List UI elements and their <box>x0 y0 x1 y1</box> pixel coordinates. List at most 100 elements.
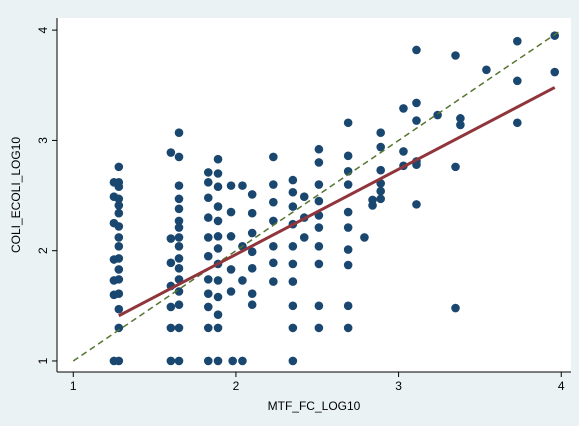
point <box>203 323 213 333</box>
point <box>288 202 298 211</box>
point <box>203 302 213 312</box>
point <box>288 301 298 311</box>
point <box>269 277 278 286</box>
point <box>343 180 353 189</box>
point <box>343 245 353 254</box>
point <box>376 142 385 152</box>
point <box>399 147 408 156</box>
point <box>166 302 176 312</box>
point <box>269 241 278 251</box>
point <box>314 158 324 167</box>
point <box>213 154 223 164</box>
point <box>174 233 184 242</box>
point <box>343 118 353 128</box>
point <box>109 218 119 228</box>
point <box>299 192 309 201</box>
point <box>451 51 460 60</box>
point <box>247 208 257 218</box>
point <box>226 207 236 217</box>
point <box>114 265 124 274</box>
point <box>166 148 176 157</box>
x-tick-label: 4 <box>558 379 565 393</box>
y-tick-label: 2 <box>36 247 50 254</box>
x-axis-label: MTF_FC_LOG10 <box>268 399 361 413</box>
point <box>288 259 298 269</box>
point <box>269 152 278 162</box>
point <box>513 118 522 128</box>
point <box>109 276 119 285</box>
point <box>203 168 213 177</box>
point <box>174 323 184 333</box>
point <box>114 323 124 333</box>
y-tick-label: 1 <box>36 357 50 364</box>
point <box>288 241 298 251</box>
point <box>288 187 298 197</box>
point <box>203 275 213 284</box>
point <box>238 356 247 366</box>
point <box>247 300 257 310</box>
point <box>314 241 324 251</box>
point <box>213 292 223 302</box>
point <box>203 193 213 203</box>
y-axis-label: COLI_ECOLI_LOG10 <box>9 137 23 253</box>
point <box>174 128 184 137</box>
point <box>203 178 213 187</box>
point <box>174 254 184 263</box>
point <box>376 128 385 137</box>
point <box>376 165 385 175</box>
point <box>174 152 184 162</box>
point <box>228 356 237 366</box>
reference-line <box>72 29 562 362</box>
point <box>247 289 257 299</box>
point <box>213 202 223 211</box>
point <box>269 197 278 207</box>
point <box>550 67 560 77</box>
point <box>376 186 385 196</box>
point <box>247 264 257 273</box>
point <box>343 301 353 311</box>
point <box>213 216 223 226</box>
point <box>451 303 460 313</box>
point <box>114 162 124 172</box>
point <box>174 356 184 366</box>
point <box>203 213 213 222</box>
point <box>213 232 223 241</box>
point <box>203 251 213 261</box>
point <box>174 241 184 251</box>
point <box>360 233 369 242</box>
point <box>174 287 184 296</box>
point <box>213 276 223 285</box>
point <box>213 244 223 253</box>
point <box>288 277 298 286</box>
point <box>213 356 223 366</box>
point <box>174 300 184 310</box>
point <box>226 181 236 190</box>
y-tick-label: 4 <box>36 26 50 33</box>
point <box>174 264 184 273</box>
plot-area <box>57 18 571 372</box>
point <box>412 45 421 55</box>
point <box>114 201 124 210</box>
point <box>343 223 353 232</box>
point <box>213 310 223 319</box>
point <box>174 194 184 204</box>
fit-line <box>118 86 556 318</box>
point <box>203 356 213 366</box>
point <box>109 178 119 187</box>
point <box>412 98 421 108</box>
point <box>109 192 119 201</box>
point <box>288 356 298 366</box>
point <box>174 223 184 232</box>
point <box>314 196 324 206</box>
point <box>456 114 465 123</box>
point <box>109 356 119 366</box>
point <box>238 181 247 190</box>
point <box>376 194 385 204</box>
point <box>482 65 491 75</box>
y-tick-label: 3 <box>36 137 50 144</box>
point <box>513 36 522 46</box>
point <box>269 180 278 189</box>
point <box>288 323 298 333</box>
point <box>213 169 223 178</box>
point <box>226 265 236 274</box>
